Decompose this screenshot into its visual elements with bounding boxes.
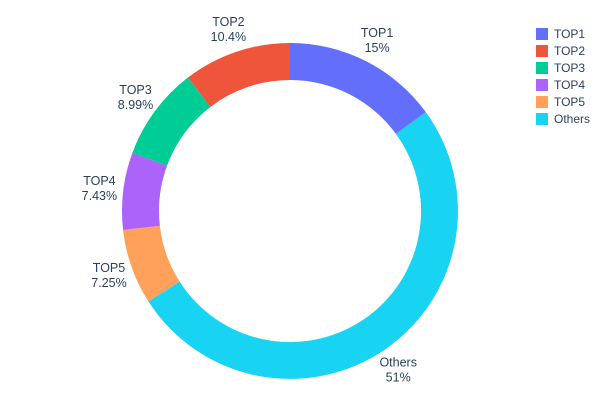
legend-item-top4[interactable]: TOP4 (535, 78, 590, 92)
slice-label-top3: TOP3 8.99% (118, 83, 153, 112)
legend-label-top4: TOP4 (553, 78, 586, 92)
legend-item-others[interactable]: Others (535, 112, 590, 126)
legend: TOP1 TOP2 TOP3 TOP4 TOP5 Others (535, 27, 590, 126)
legend-item-top5[interactable]: TOP5 (535, 95, 590, 109)
legend-swatch-top1 (535, 28, 548, 40)
slice-label-top1: TOP1 15% (361, 26, 393, 55)
slice-label-top5: TOP5 7.25% (91, 261, 126, 290)
legend-label-top1: TOP1 (553, 27, 586, 41)
pie-slice-top1[interactable] (290, 43, 426, 134)
pie-slice-others[interactable] (148, 112, 458, 379)
legend-item-top2[interactable]: TOP2 (535, 44, 590, 58)
slice-label-top2: TOP2 10.4% (211, 15, 246, 44)
pie-slice-top2[interactable] (187, 43, 290, 107)
slice-label-others: Others 51% (379, 356, 417, 385)
legend-label-others: Others (553, 112, 590, 126)
legend-item-top3[interactable]: TOP3 (535, 61, 590, 75)
slice-label-top4: TOP4 7.43% (82, 174, 117, 203)
pie-slice-top4[interactable] (121, 152, 168, 230)
legend-label-top5: TOP5 (553, 95, 586, 109)
pie-slice-top5[interactable] (123, 225, 180, 302)
legend-swatch-others (535, 113, 548, 125)
legend-swatch-top5 (535, 96, 548, 108)
legend-label-top3: TOP3 (553, 61, 586, 75)
legend-swatch-top4 (535, 79, 548, 91)
legend-label-top2: TOP2 (553, 44, 586, 58)
pie-slice-top3[interactable] (132, 77, 211, 166)
legend-swatch-top3 (535, 62, 548, 74)
legend-swatch-top2 (535, 45, 548, 57)
legend-item-top1[interactable]: TOP1 (535, 27, 590, 41)
